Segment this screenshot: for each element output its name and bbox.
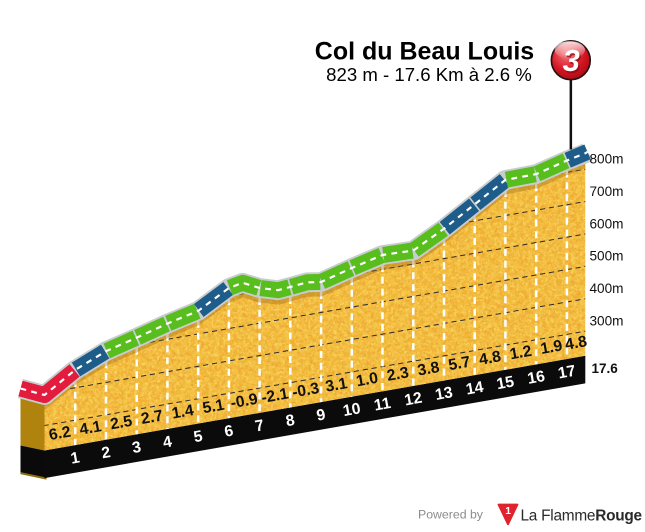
svg-text:-0.3: -0.3 [291,380,321,402]
svg-text:2.7: 2.7 [140,407,165,428]
svg-text:3.8: 3.8 [416,359,441,380]
svg-text:3: 3 [564,45,581,80]
svg-text:9: 9 [315,406,327,424]
svg-text:1.9: 1.9 [539,337,564,358]
svg-text:500m: 500m [590,249,624,264]
svg-text:Col du Beau Louis: Col du Beau Louis [315,38,534,66]
svg-text:3: 3 [563,43,580,78]
svg-text:6.2: 6.2 [48,423,73,444]
svg-text:17: 17 [557,363,577,383]
svg-text:400m: 400m [590,281,624,296]
svg-text:4.8: 4.8 [478,348,503,369]
svg-text:11: 11 [373,395,393,415]
svg-text:6: 6 [223,423,235,441]
svg-text:7: 7 [254,417,266,435]
svg-text:2.3: 2.3 [386,364,411,385]
svg-text:1.0: 1.0 [355,370,380,391]
svg-text:15: 15 [495,373,515,393]
svg-text:-0.9: -0.9 [229,391,259,413]
svg-text:13: 13 [434,384,454,404]
svg-text:5.7: 5.7 [447,354,472,375]
svg-text:17.6: 17.6 [592,361,619,376]
svg-text:14: 14 [465,379,485,399]
svg-text:16: 16 [526,368,546,388]
svg-text:1.2: 1.2 [509,343,534,364]
svg-text:1: 1 [505,505,511,517]
svg-text:1: 1 [69,449,81,467]
svg-text:5.1: 5.1 [201,397,226,418]
svg-text:5: 5 [192,428,204,446]
svg-text:La FlammeRouge: La FlammeRouge [521,508,643,525]
svg-text:-2.1: -2.1 [260,385,290,407]
svg-text:300m: 300m [590,314,624,329]
svg-text:2.5: 2.5 [109,413,134,434]
svg-text:823 m - 17.6 Km à 2.6 %: 823 m - 17.6 Km à 2.6 % [326,64,532,85]
svg-text:3: 3 [131,439,143,457]
svg-text:10: 10 [342,400,362,420]
svg-text:4.1: 4.1 [78,418,103,439]
svg-text:2: 2 [100,444,112,462]
svg-text:600m: 600m [590,216,624,231]
svg-text:Powered by: Powered by [418,508,484,522]
svg-text:8: 8 [284,412,296,430]
svg-text:1.4: 1.4 [171,402,196,423]
svg-text:3.1: 3.1 [324,375,349,396]
svg-text:800m: 800m [590,152,624,167]
svg-text:4.8: 4.8 [564,333,589,354]
svg-text:12: 12 [403,390,423,410]
svg-text:700m: 700m [590,184,624,199]
svg-text:4: 4 [162,433,174,451]
